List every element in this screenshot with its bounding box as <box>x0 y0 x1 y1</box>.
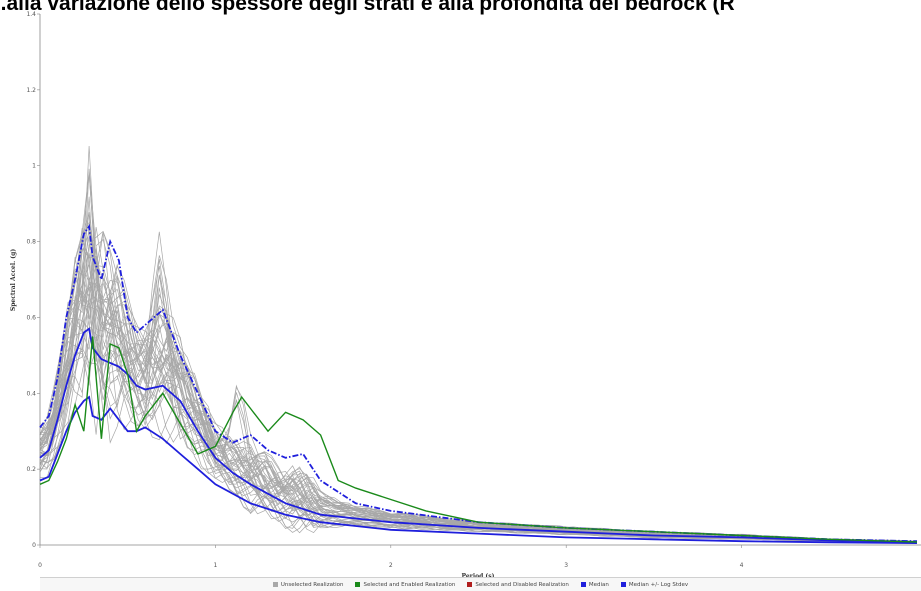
legend-label: Median <box>588 581 609 588</box>
legend-swatch <box>272 582 278 587</box>
legend-item: Median <box>580 581 609 588</box>
legend-label: Selected and Disabled Realization <box>475 581 569 588</box>
legend-label: Selected and Enabled Realization <box>363 581 456 588</box>
legend-swatch <box>620 582 626 587</box>
unselected-realizations <box>39 145 918 543</box>
y-tick-label: 0 <box>32 542 36 549</box>
x-tick-label: 4 <box>740 562 744 569</box>
legend-label: Median +/- Log Stdev <box>628 581 689 588</box>
series-line-3 <box>39 336 918 543</box>
unselected-realization-line <box>39 228 918 542</box>
tick-labels: 0 0.2 0.4 0.6 0.8 1 1.2 1.4 0 1 2 3 4 <box>26 11 743 569</box>
unselected-realization-line <box>39 337 918 543</box>
unselected-realization-line <box>39 291 918 543</box>
legend-item: Unselected Realization <box>272 581 344 588</box>
series-line-2 <box>39 395 918 544</box>
unselected-realization-line <box>39 174 918 542</box>
unselected-realization-line <box>39 287 917 543</box>
y-tick-label: 1.4 <box>26 11 36 18</box>
x-tick-label: 0 <box>38 562 42 569</box>
series-line-0 <box>39 327 918 543</box>
unselected-realization-line <box>39 282 918 543</box>
unselected-realization-line <box>39 287 917 543</box>
y-tick-label: 1 <box>32 163 36 170</box>
unselected-realization-line <box>39 221 918 542</box>
y-tick-label: 0.4 <box>26 390 36 397</box>
y-tick-label: 0.6 <box>26 314 36 321</box>
chart-legend: Unselected Realization Selected and Enabl… <box>40 577 921 591</box>
x-tick-label: 2 <box>389 562 393 569</box>
y-tick-label: 1.2 <box>26 87 36 94</box>
unselected-realization-line <box>39 277 918 543</box>
x-tick-label: 1 <box>213 562 217 569</box>
axes <box>39 14 921 546</box>
y-tick-label: 0.8 <box>26 239 36 246</box>
unselected-realization-line <box>40 269 917 543</box>
series-line-1 <box>39 223 918 543</box>
legend-label: Unselected Realization <box>280 581 344 588</box>
unselected-realization-line <box>39 247 918 542</box>
y-tick-label: 0.2 <box>26 466 36 473</box>
chart-title: ...alla variazione dello spessore degli … <box>0 0 735 15</box>
unselected-realization-line <box>39 231 917 543</box>
unselected-realization-line <box>39 283 918 542</box>
legend-item: Selected and Disabled Realization <box>467 582 569 588</box>
legend-swatch <box>580 582 586 587</box>
legend-item: Median +/- Log Stdev <box>620 581 689 588</box>
legend-swatch <box>355 582 361 587</box>
unselected-realization-line <box>39 284 918 542</box>
legend-swatch <box>467 582 473 587</box>
unselected-realization-line <box>39 281 918 543</box>
legend-item: Selected and Enabled Realization <box>355 582 455 588</box>
y-axis-label: Spectral Accel. (g) <box>10 249 17 311</box>
x-tick-label: 3 <box>564 562 568 569</box>
x-axis-label: Period (s) <box>462 573 495 580</box>
series-layer <box>39 223 918 544</box>
